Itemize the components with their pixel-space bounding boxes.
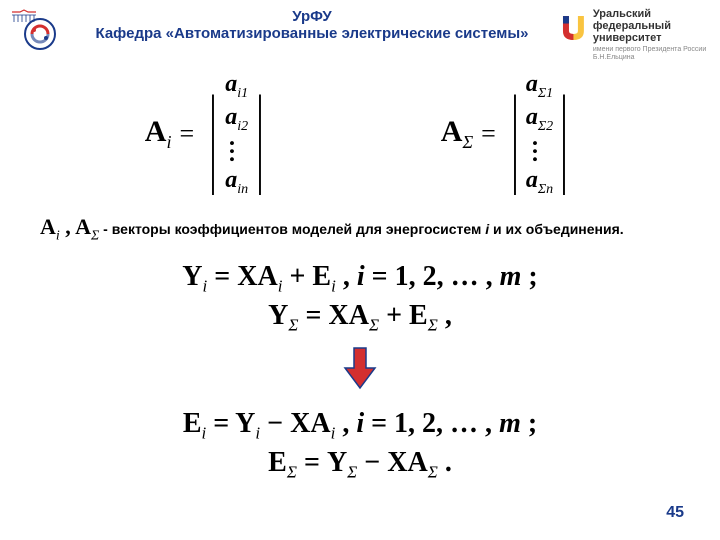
equals-sign: = — [481, 119, 496, 149]
vec-As-label: AΣ — [441, 115, 473, 153]
university-logo: Уральский федеральный университет имени … — [560, 8, 710, 62]
left-bar: | — [511, 88, 519, 182]
header-line2: Кафедра «Автоматизированные электрически… — [74, 25, 550, 42]
department-logo — [10, 8, 64, 52]
header-line1: УрФУ — [74, 8, 550, 25]
equations-block-2: Ei = Yi − XAi , i = 1, 2, … , m ; EΣ = Y… — [20, 401, 700, 489]
content: Ai = | ai1ai2…ain | AΣ = | aΣ1aΣ2…aΣn | … — [0, 66, 720, 489]
vectors-row: Ai = | ai1ai2…ain | AΣ = | aΣ1aΣ2…aΣn | — [20, 66, 700, 210]
equals-sign: = — [179, 119, 194, 149]
sym-Asigma: AΣ — [75, 214, 99, 239]
vec-Ai-label: Ai — [145, 115, 172, 153]
right-bar: | — [560, 88, 568, 182]
vec-Ai-column: | ai1ai2…ain | — [202, 70, 271, 200]
sym-Ai: Ai — [40, 214, 60, 239]
page-number: 45 — [666, 504, 684, 522]
equations-block-1: Yi = XAi + Ei , i = 1, 2, … , m ; YΣ = X… — [20, 254, 700, 342]
description-line: Ai , AΣ - векторы коэффициентов моделей … — [20, 209, 700, 254]
vector-Ai: Ai = | ai1ai2…ain | — [145, 70, 271, 200]
arrow-down-icon — [343, 346, 377, 390]
vec-Ai-items: ai1ai2…ain — [224, 70, 249, 200]
eq1-line2: YΣ = XAΣ + EΣ , — [20, 299, 700, 336]
eq2-line2: EΣ = YΣ − XAΣ . — [20, 446, 700, 483]
u-logo-icon — [560, 8, 587, 48]
university-text: Уральский федеральный университет имени … — [593, 8, 710, 62]
vec-As-items: aΣ1aΣ2…aΣn — [526, 70, 553, 200]
header-title: УрФУ Кафедра «Автоматизированные электри… — [74, 8, 550, 42]
header: УрФУ Кафедра «Автоматизированные электри… — [0, 0, 720, 66]
vector-Asigma: AΣ = | aΣ1aΣ2…aΣn | — [441, 70, 575, 200]
eq1-line1: Yi = XAi + Ei , i = 1, 2, … , m ; — [20, 260, 700, 297]
arrow-wrap — [20, 342, 700, 401]
vec-As-column: | aΣ1aΣ2…aΣn | — [504, 70, 575, 200]
right-bar: | — [256, 88, 264, 182]
left-bar: | — [209, 88, 217, 182]
eq2-line1: Ei = Yi − XAi , i = 1, 2, … , m ; — [20, 407, 700, 444]
